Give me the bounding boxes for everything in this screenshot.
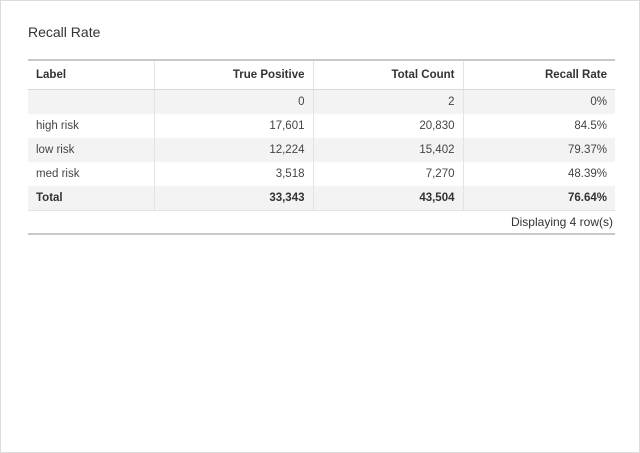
cell-true-positive: 17,601	[154, 114, 314, 138]
table-row: high risk 17,601 20,830 84.5%	[28, 114, 615, 138]
cell-label: high risk	[28, 114, 155, 138]
table-total-row: Total 33,343 43,504 76.64%	[28, 186, 615, 210]
cell-total-count: 15,402	[313, 138, 464, 162]
cell-recall-rate: 48.39%	[567, 168, 607, 180]
recall-rate-table-container: Label True Positive Total Count Recall R…	[28, 59, 615, 235]
cell-total-count: 7,270	[313, 162, 464, 186]
row-count-footer: Displaying 4 row(s)	[28, 210, 615, 235]
cell-recall-rate: 79.37%	[567, 144, 607, 156]
total-true-positive: 33,343	[154, 186, 314, 210]
recall-rate-table: Label True Positive Total Count Recall R…	[28, 59, 615, 210]
total-label: Total	[28, 186, 155, 210]
cell-true-positive: 0	[154, 89, 314, 114]
column-header-recall-rate[interactable]: Recall Rate	[463, 60, 615, 90]
total-total-count: 43,504	[313, 186, 464, 210]
cell-recall-rate: 84.5%	[574, 120, 607, 132]
column-header-label[interactable]: Label	[28, 60, 155, 90]
table-row: low risk 12,224 15,402 79.37%	[28, 138, 615, 162]
cell-true-positive: 12,224	[154, 138, 314, 162]
table-row: med risk 3,518 7,270 48.39%	[28, 162, 615, 186]
cell-label: med risk	[28, 162, 155, 186]
total-recall-rate: 76.64%	[567, 192, 607, 204]
cell-total-count: 2	[313, 89, 464, 114]
column-header-true-positive[interactable]: True Positive	[154, 60, 314, 90]
card-title: Recall Rate	[28, 24, 101, 40]
table-header-row: Label True Positive Total Count Recall R…	[28, 60, 615, 90]
cell-recall-rate: 0%	[590, 96, 607, 108]
cell-label: low risk	[28, 138, 155, 162]
cell-total-count: 20,830	[313, 114, 464, 138]
table-row: 0 2 0%	[28, 89, 615, 114]
cell-true-positive: 3,518	[154, 162, 314, 186]
cell-label	[28, 89, 155, 114]
column-header-total-count[interactable]: Total Count	[313, 60, 464, 90]
